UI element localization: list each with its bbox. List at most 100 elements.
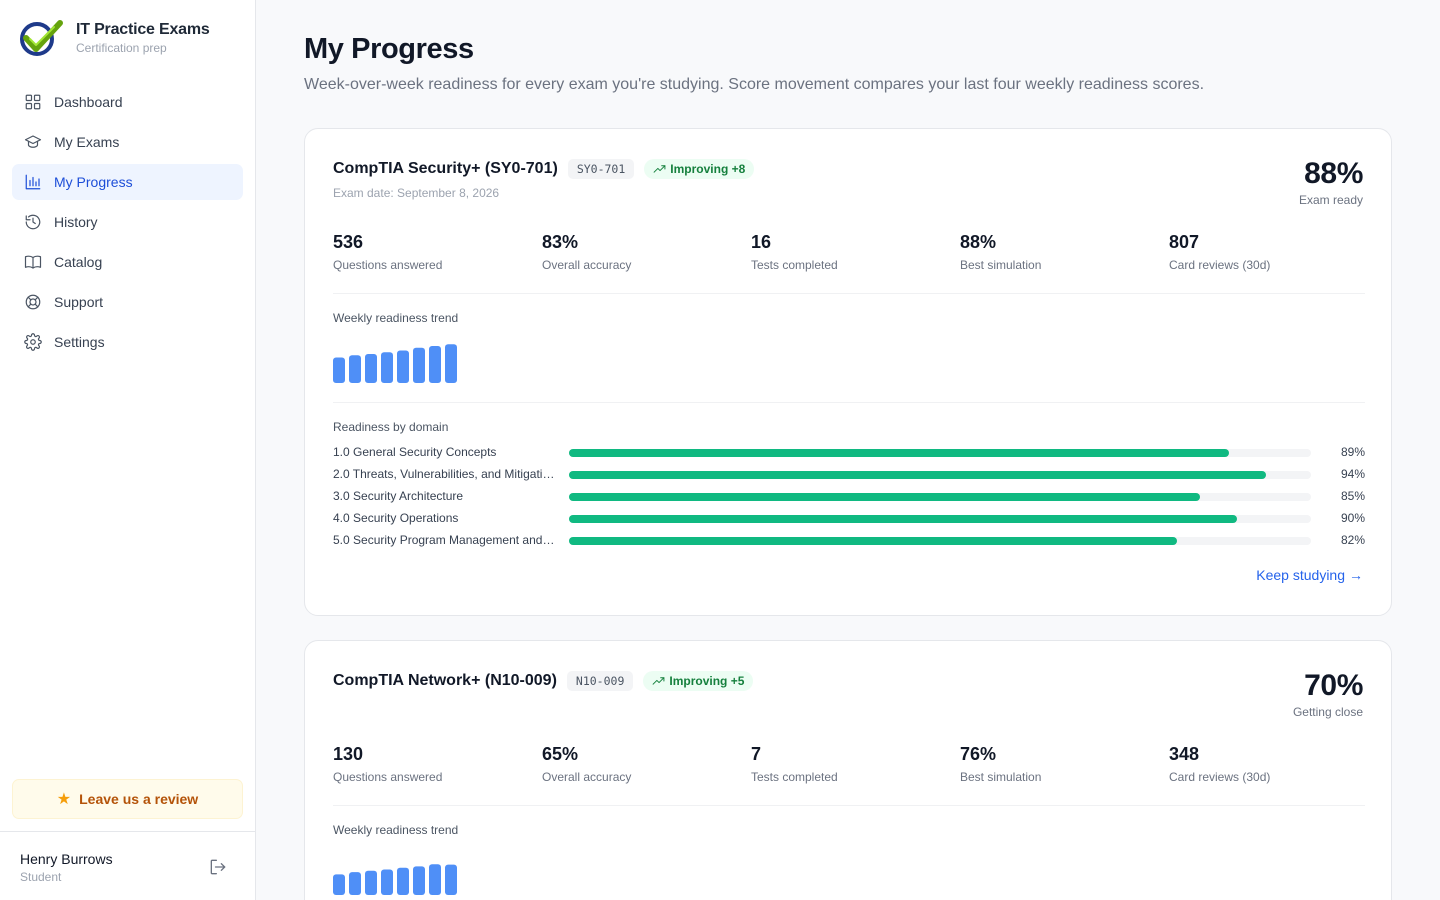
gear-icon — [24, 333, 42, 351]
stat-label: Tests completed — [751, 258, 838, 272]
domain-name: 1.0 General Security Concepts — [333, 445, 497, 459]
stat-label: Card reviews (30d) — [1169, 258, 1271, 272]
domain-name: 3.0 Security Architecture — [333, 489, 464, 503]
stats-row: 130 Questions answered 65% Overall accur… — [333, 744, 1365, 806]
readiness-score-label: Exam ready — [1298, 193, 1363, 207]
checkmark-logo-icon — [20, 20, 63, 56]
domains-label: Readiness by domain — [333, 420, 449, 434]
sidebar-item-history[interactable]: History — [12, 204, 243, 240]
exam-progress-card: CompTIA Network+ (N10-009) N10-009 Impro… — [304, 640, 1392, 900]
brand[interactable]: IT Practice Exams Certification prep — [18, 18, 210, 58]
weekly-trend-label: Weekly readiness trend — [333, 311, 459, 325]
domain-row: 2.0 Threats, Vulnerabilities, and Mitiga… — [333, 464, 1365, 486]
domain-row: 1.0 General Security Concepts 89% — [333, 442, 1365, 464]
domain-percent: 85% — [1340, 489, 1365, 503]
weekly-trend-bar — [365, 353, 377, 383]
stat-label: Questions answered — [333, 258, 443, 272]
sidebar: IT Practice Exams Certification prep Das… — [0, 0, 256, 900]
weekly-trend-bar — [445, 864, 457, 895]
domain-row: 4.0 Security Operations 90% — [333, 508, 1365, 530]
weekly-trend-bar — [333, 874, 345, 895]
sidebar-item-settings[interactable]: Settings — [12, 324, 243, 360]
keep-studying-link[interactable]: Keep studying → — [1256, 567, 1363, 583]
stat-label: Overall accuracy — [542, 258, 632, 272]
domain-percent: 82% — [1340, 533, 1365, 547]
arrow-right-icon: → — [1349, 567, 1363, 583]
sidebar-nav: Dashboard My Exams My Progress History C… — [12, 84, 243, 364]
domain-percent: 90% — [1340, 511, 1365, 525]
stat-card-reviews: 348 Card reviews (30d) — [1169, 744, 1270, 784]
stat-value: 536 — [333, 232, 364, 252]
domain-progress-fill — [569, 515, 1237, 523]
domain-percent: 94% — [1340, 467, 1365, 481]
stat-overall-accuracy: 83% Overall accuracy — [542, 232, 631, 272]
trend-badge-label: Improving +5 — [669, 674, 745, 688]
exam-code-badge: SY0-701 — [567, 159, 635, 179]
sidebar-item-label: History — [54, 214, 98, 230]
logout-icon — [210, 859, 226, 875]
keep-studying-label: Keep studying — [1256, 567, 1345, 583]
sidebar-item-label: Support — [54, 294, 104, 310]
stat-best-simulation: 76% Best simulation — [960, 744, 1041, 784]
bar-chart-icon — [25, 174, 41, 190]
exam-title: CompTIA Security+ (SY0-701) — [333, 160, 558, 177]
leave-review-button[interactable]: ★ Leave us a review — [12, 779, 243, 819]
domain-progress-fill — [569, 471, 1267, 479]
user-role: Student — [20, 870, 62, 884]
readiness-score-value: 70% — [1304, 669, 1363, 702]
stat-label: Card reviews (30d) — [1169, 770, 1271, 784]
sidebar-item-support[interactable]: Support — [12, 284, 243, 320]
sidebar-item-label: Settings — [54, 334, 105, 350]
grid-icon — [25, 94, 41, 110]
main-content: My Progress Week-over-week readiness for… — [256, 0, 1440, 900]
exam-title: CompTIA Network+ (N10-009) — [333, 672, 557, 689]
sidebar-item-my-progress[interactable]: My Progress — [12, 164, 243, 200]
page-subtitle: Week-over-week readiness for every exam … — [304, 76, 1205, 93]
leave-review-label: Leave us a review — [79, 791, 199, 807]
sidebar-item-catalog[interactable]: Catalog — [12, 244, 243, 280]
stat-label: Best simulation — [960, 258, 1042, 272]
user-profile: Henry Burrows Student — [0, 831, 255, 900]
weekly-trend-bar — [365, 870, 377, 895]
weekly-trend-bar — [397, 350, 409, 383]
weekly-trend-bar — [397, 867, 409, 895]
stat-value: 348 — [1169, 744, 1200, 764]
brand-subtitle: Certification prep — [76, 41, 167, 55]
stat-label: Questions answered — [333, 770, 443, 784]
stat-value: 7 — [751, 744, 762, 764]
stat-overall-accuracy: 65% Overall accuracy — [542, 744, 631, 784]
domain-progress-fill — [569, 493, 1200, 501]
domain-name: 5.0 Security Program Management and Over… — [333, 533, 557, 547]
readiness-score: 88% Exam ready — [1299, 157, 1363, 207]
sidebar-item-dashboard[interactable]: Dashboard — [12, 84, 243, 120]
domain-name: 2.0 Threats, Vulnerabilities, and Mitiga… — [333, 467, 557, 481]
domain-progress-track — [569, 493, 1311, 501]
readiness-score-value: 88% — [1304, 157, 1363, 190]
trend-badge-label: Improving +8 — [670, 162, 746, 176]
weekly-trend-chart — [333, 864, 457, 895]
stat-value: 130 — [333, 744, 364, 764]
exam-code-badge: N10-009 — [566, 671, 634, 691]
stat-value: 88% — [960, 232, 997, 252]
stat-value: 65% — [542, 744, 579, 764]
star-icon: ★ — [56, 791, 72, 808]
weekly-trend-bar — [381, 352, 393, 383]
weekly-trend-bar — [413, 347, 425, 383]
stat-label: Best simulation — [960, 770, 1042, 784]
domain-progress-track — [569, 471, 1311, 479]
domain-percent: 89% — [1340, 445, 1365, 459]
stat-best-simulation: 88% Best simulation — [960, 232, 1041, 272]
history-icon — [25, 214, 41, 230]
domain-progress-track — [569, 515, 1311, 523]
trend-badge: Improving +5 — [643, 671, 754, 691]
sidebar-item-my-exams[interactable]: My Exams — [12, 124, 243, 160]
lifebuoy-icon — [25, 294, 41, 310]
sidebar-item-label: My Exams — [54, 134, 120, 150]
stat-tests-completed: 7 Tests completed — [751, 744, 838, 784]
trending-up-icon — [653, 164, 666, 173]
domain-progress-fill — [569, 537, 1178, 545]
stat-value: 76% — [960, 744, 997, 764]
domain-row: 3.0 Security Architecture 85% — [333, 486, 1365, 508]
logout-button[interactable] — [208, 857, 228, 877]
graduation-cap-icon — [24, 135, 42, 148]
